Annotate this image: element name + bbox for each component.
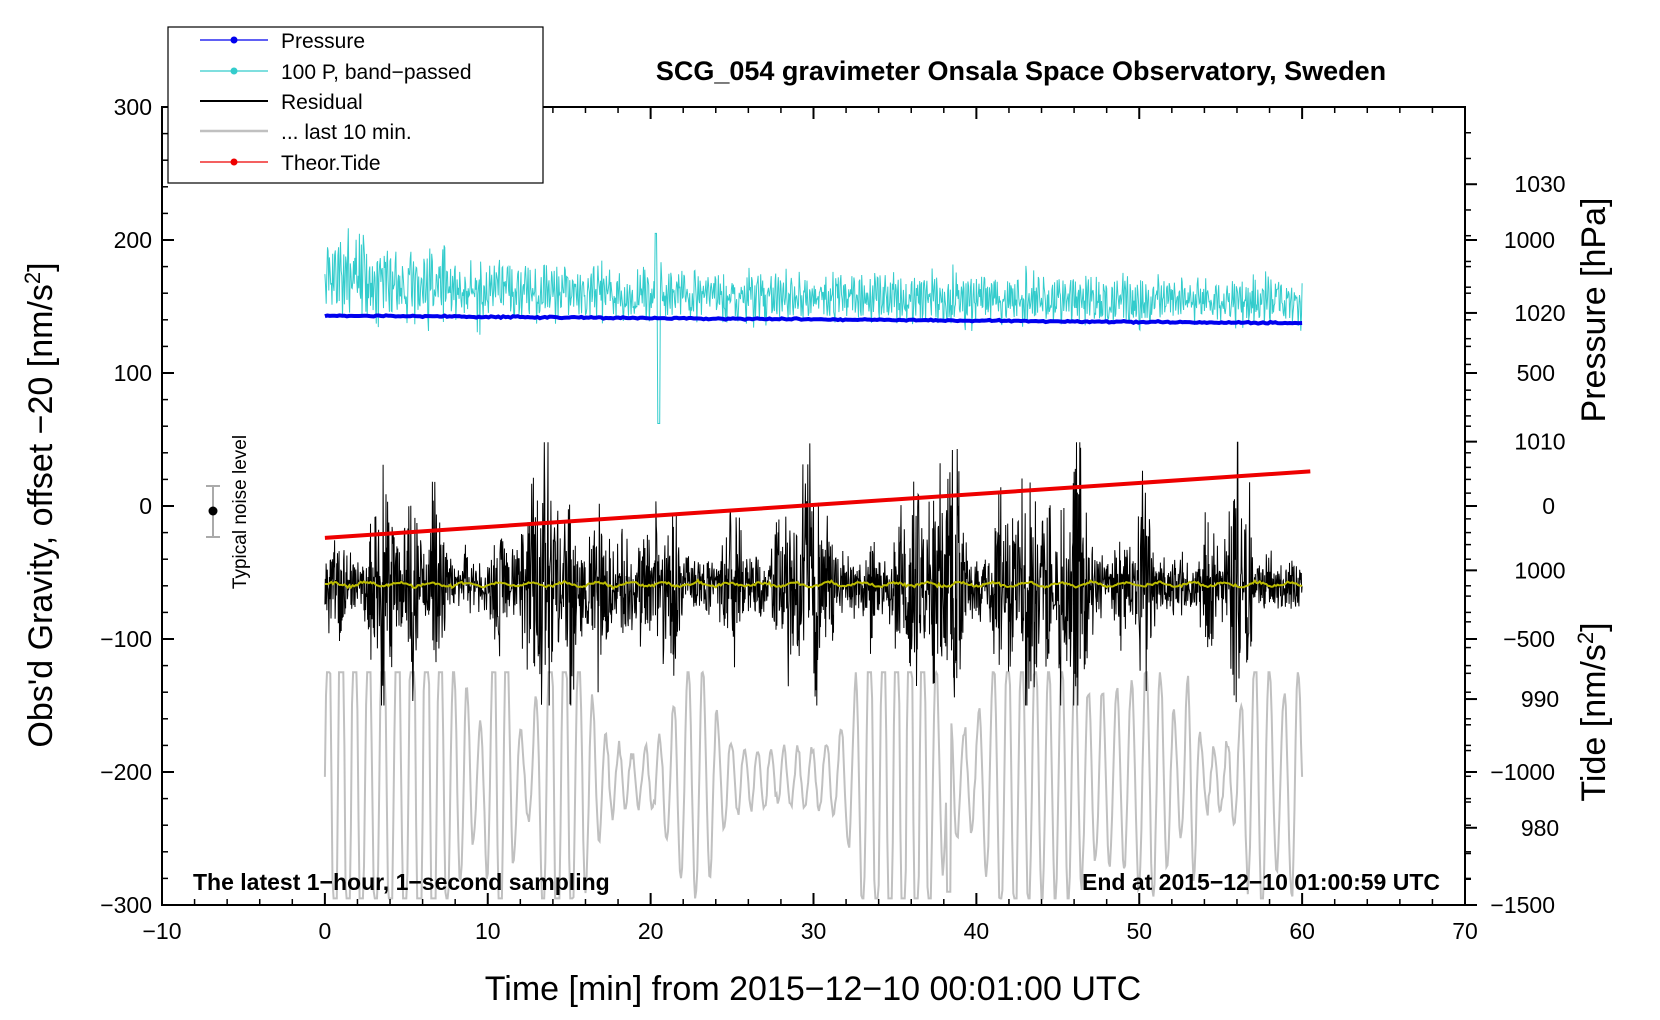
x-tick-label: 0 [318, 918, 331, 944]
pressure-tick-label: 980 [1521, 815, 1559, 841]
y-axis-title-superscript: 2 [20, 272, 45, 284]
legend-label-bandpassed: 100 P, band−passed [281, 61, 472, 84]
tide-tick-label: 1000 [1504, 227, 1555, 253]
pressure-tick-label: 990 [1521, 686, 1559, 712]
data-traces [323, 228, 1311, 900]
x-tick-label: 20 [638, 918, 664, 944]
noise-level-label: Typical noise level [230, 435, 251, 589]
x-tick-label: −10 [142, 918, 181, 944]
x-tick-label: 60 [1289, 918, 1315, 944]
noise-point [208, 506, 218, 516]
x-tick-label: 50 [1126, 918, 1152, 944]
tide-tick-label: −1500 [1490, 892, 1555, 918]
series-last-10-min [323, 669, 1304, 900]
x-tick-label: 70 [1452, 918, 1478, 944]
tide-axis-title-text: Tide [nm/s [1575, 644, 1613, 801]
y-tick-label: −200 [100, 759, 152, 785]
pressure-tick-label: 1010 [1514, 429, 1565, 455]
series-pressure-bandpassed [324, 228, 1303, 424]
y-axis-title-end: ] [22, 262, 60, 271]
series-theoretical-tide [324, 469, 1311, 540]
x-tick-label: 10 [475, 918, 501, 944]
y-axis-gravity: 300 200 100 0 −100 −200 −300 [100, 94, 174, 918]
series-pressure [324, 313, 1303, 326]
legend-label-residual: Residual [281, 91, 363, 114]
y-axis-title-text: Obs'd Gravity, offset −20 [nm/s [22, 284, 60, 747]
pressure-tick-label: 1000 [1514, 557, 1565, 583]
chart-title: SCG_054 gravimeter Onsala Space Observat… [656, 56, 1386, 86]
series-residual [324, 441, 1303, 706]
y-tick-label: 100 [114, 360, 152, 386]
y-tick-label: −300 [100, 892, 152, 918]
x-axis: −10 0 10 20 30 40 50 60 70 [142, 107, 1478, 944]
y-tick-label: 200 [114, 227, 152, 253]
tide-tick-label: 500 [1517, 360, 1555, 386]
legend-label-pressure: Pressure [281, 30, 365, 53]
pressure-axis-title: Pressure [hPa] [1575, 198, 1613, 423]
legend-marker-tide [230, 158, 238, 166]
y-axis-tide: 1000 500 0 −500 −1000 −1500 [1465, 227, 1555, 918]
x-axis-title: Time [min] from 2015−12−10 00:01:00 UTC [485, 970, 1141, 1008]
legend-label-tide: Theor.Tide [281, 152, 381, 175]
noise-level-marker: Typical noise level [206, 435, 251, 589]
legend-label-last10: ... last 10 min. [281, 121, 412, 144]
legend-marker-bandpassed [230, 67, 238, 75]
end-time-annotation: End at 2015−12−10 01:00:59 UTC [1082, 869, 1440, 895]
tide-axis-title-superscript: 2 [1573, 632, 1598, 644]
tide-axis-title-end: ] [1575, 622, 1613, 631]
legend-box [167, 26, 544, 184]
y-tick-label: 0 [139, 493, 152, 519]
x-tick-label: 40 [964, 918, 990, 944]
legend: Pressure 100 P, band−passed Residual ...… [167, 26, 544, 184]
pressure-tick-label: 1020 [1514, 300, 1565, 326]
sampling-annotation: The latest 1−hour, 1−second sampling [193, 869, 610, 895]
y-axis-title: Obs'd Gravity, offset −20 [nm/s2] [20, 262, 60, 747]
y-tick-label: 300 [114, 94, 152, 120]
tide-axis-title: Tide [nm/s2] [1573, 622, 1613, 801]
tide-tick-label: −1000 [1490, 759, 1555, 785]
x-tick-label: 30 [801, 918, 827, 944]
y-axis-pressure: 1030 1020 1010 1000 990 980 [1465, 131, 1566, 881]
tide-tick-label: 0 [1542, 493, 1555, 519]
series-residual-smoothed [324, 578, 1303, 591]
legend-marker-pressure [230, 36, 238, 44]
y-tick-label: −100 [100, 626, 152, 652]
tide-tick-label: −500 [1503, 626, 1555, 652]
pressure-tick-label: 1030 [1514, 171, 1565, 197]
